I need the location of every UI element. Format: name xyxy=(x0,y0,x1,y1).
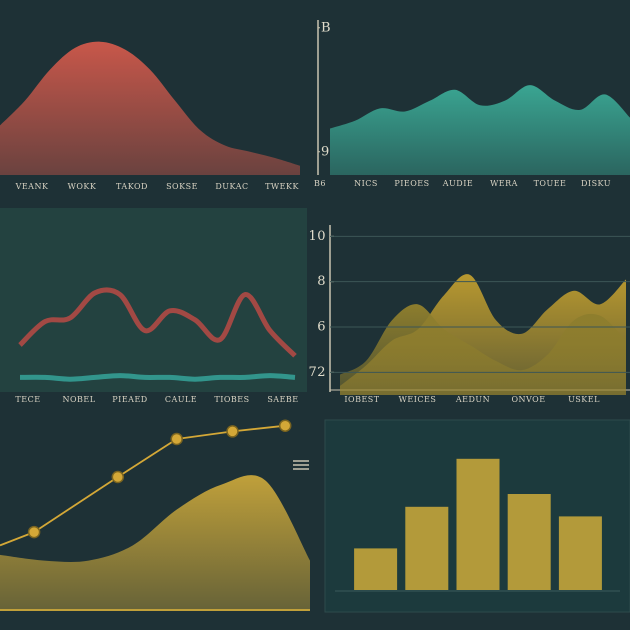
x-tick-label: SAEBE xyxy=(267,395,298,404)
x-tick-label: B6 xyxy=(314,179,326,188)
point xyxy=(27,525,41,539)
x-tick-label: PIEOES xyxy=(394,179,429,188)
x-tick-label: AUDIE xyxy=(442,179,473,188)
x-tick-label: TAKOD xyxy=(116,182,148,191)
x-tick-label: NICS xyxy=(354,179,378,188)
point xyxy=(226,425,239,438)
area xyxy=(330,85,630,175)
x-tick-label: NOBEL xyxy=(62,395,95,404)
x-tick-label: WEICES xyxy=(399,395,437,404)
bar xyxy=(456,458,500,590)
x-tick-label: TOUEE xyxy=(534,179,567,188)
y-tick-label: 8 xyxy=(317,274,326,289)
point xyxy=(111,470,125,484)
area xyxy=(0,475,310,610)
x-tick-label: PIEAED xyxy=(112,395,147,404)
x-tick-label: TIOBES xyxy=(214,395,249,404)
line xyxy=(18,287,297,358)
bar xyxy=(507,494,551,590)
y-tick-label: 10 xyxy=(308,229,326,244)
x-tick-label: IOBEST xyxy=(344,395,379,404)
point xyxy=(170,432,183,446)
panel xyxy=(0,208,307,392)
x-tick-label: DUKAC xyxy=(215,182,248,191)
y-tick-label: 72 xyxy=(308,365,326,380)
x-tick-label: USKEL xyxy=(568,395,600,404)
y-tick-label: 9 xyxy=(321,144,330,159)
bar xyxy=(558,516,602,590)
line xyxy=(19,373,296,382)
x-tick-label: WERA xyxy=(490,179,518,188)
x-tick-label: CAULE xyxy=(165,395,197,404)
x-tick-label: VEANK xyxy=(15,182,49,191)
y-tick-label: B xyxy=(321,20,331,35)
x-tick-label: TECE xyxy=(15,395,40,404)
bar xyxy=(405,506,449,590)
x-tick-label: AEDUN xyxy=(455,395,490,404)
menu-icon xyxy=(293,460,309,470)
bar xyxy=(354,548,398,590)
point xyxy=(278,419,292,432)
x-tick-label: ONVOE xyxy=(511,395,545,404)
x-tick-label: SOKSE xyxy=(166,182,198,191)
x-tick-label: DISKU xyxy=(581,179,611,188)
x-tick-label: WOKK xyxy=(68,182,97,191)
x-tick-label: TWEKK xyxy=(265,182,299,191)
area xyxy=(0,41,300,176)
y-tick-label: 6 xyxy=(317,320,326,335)
